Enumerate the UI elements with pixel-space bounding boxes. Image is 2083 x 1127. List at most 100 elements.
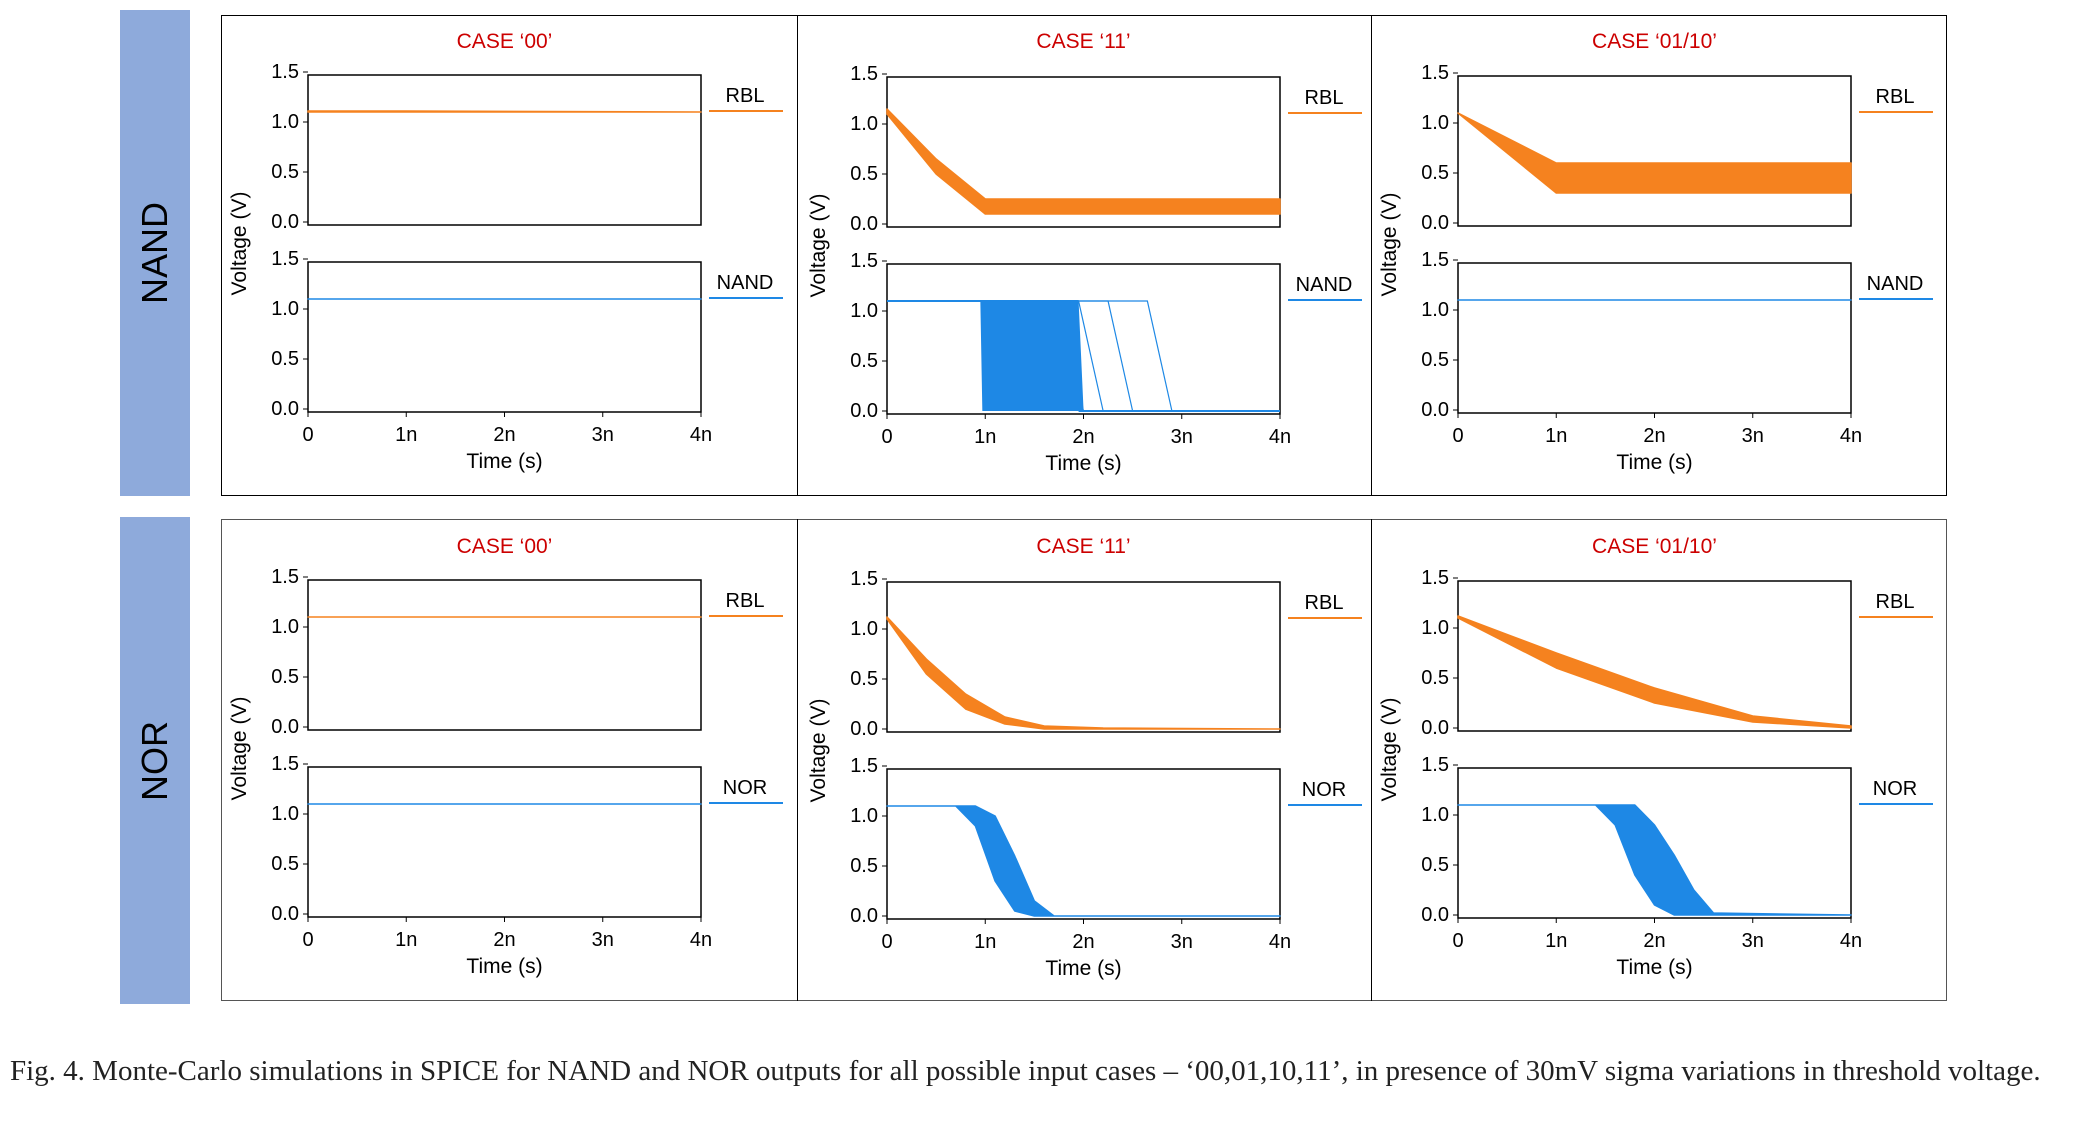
x-tick-label: 2n [1072, 931, 1094, 953]
y-tick-label: 1.5 [850, 755, 878, 777]
x-tick-label: 4n [1840, 930, 1862, 952]
case-title: CASE ‘11’ [1036, 535, 1130, 558]
y-tick-label: 0.0 [850, 400, 878, 422]
x-tick-label: 1n [974, 426, 996, 448]
nand-group-frame [221, 15, 1947, 496]
y-tick-label: 0.5 [271, 853, 299, 875]
plot-frame [886, 768, 1281, 920]
y-tick-label: 1.0 [271, 298, 299, 320]
case-chart: CASE ‘01/10’ Voltage (V) 0.0 0.5 1.0 1.5 RBL 0.… [1378, 535, 1933, 979]
y-tick-label: 0.5 [1421, 667, 1449, 689]
y-tick-label: 0.0 [1421, 904, 1449, 926]
y-tick-label: 0.5 [1421, 854, 1449, 876]
y-axis-label: Voltage (V) [228, 697, 251, 801]
row-label-nand: NAND [120, 10, 190, 496]
case-title: CASE ‘11’ [1036, 30, 1130, 53]
x-axis-label: Time (s) [466, 450, 542, 473]
y-tick-label: 1.0 [1421, 299, 1449, 321]
legend-label: RBL [1876, 86, 1915, 108]
trace-outlier [990, 300, 1173, 412]
case-chart: CASE ‘11’ Voltage (V) 0.0 0.5 1.0 1.5 RBL 0.0 0.… [807, 535, 1362, 980]
y-tick-label: 1.0 [271, 111, 299, 133]
x-tick-label: 4n [1269, 931, 1291, 953]
y-tick-label: 1.0 [850, 805, 878, 827]
plot-frame [1457, 580, 1852, 732]
legend-label: RBL [1876, 591, 1915, 613]
case-chart: CASE ‘01/10’ Voltage (V) 0.0 0.5 1.0 1.5 RBL 0.… [1378, 30, 1933, 474]
y-tick-label: 1.5 [1421, 249, 1449, 271]
y-axis-label: Voltage (V) [1378, 698, 1401, 802]
trace-envelope [887, 301, 1084, 411]
y-axis-label: Voltage (V) [228, 192, 251, 296]
x-tick-label: 3n [1742, 930, 1764, 952]
legend-label: RBL [1305, 592, 1344, 614]
y-tick-label: 1.0 [271, 803, 299, 825]
x-tick-label: 0 [1452, 425, 1463, 447]
x-tick-label: 1n [974, 931, 996, 953]
case-title: CASE ‘01/10’ [1592, 30, 1717, 53]
y-tick-label: 0.5 [850, 350, 878, 372]
x-axis-label: Time (s) [466, 955, 542, 978]
legend-label: NAND [1867, 273, 1924, 295]
row-label-nor: NOR [120, 517, 190, 1004]
y-tick-label: 1.0 [850, 113, 878, 135]
x-axis-label: Time (s) [1045, 957, 1121, 980]
case-chart: CASE ‘00’ Voltage (V) 0.0 0.5 1.0 1.5 RBL 0.0 0.… [228, 30, 783, 473]
x-tick-label: 4n [1840, 425, 1862, 447]
trace-envelope [1457, 615, 1852, 729]
y-tick-label: 0.5 [850, 163, 878, 185]
trace-envelope [886, 108, 1281, 215]
x-tick-label: 4n [690, 424, 712, 446]
nand-case-divider [797, 15, 798, 496]
y-tick-label: 1.0 [271, 616, 299, 638]
trace-envelope [1457, 804, 1852, 916]
x-tick-label: 3n [592, 929, 614, 951]
plot-frame [307, 74, 702, 226]
trace-envelope [886, 616, 1281, 730]
x-tick-label: 1n [395, 424, 417, 446]
x-tick-label: 4n [690, 929, 712, 951]
nor-case-divider [797, 519, 798, 1001]
plot-frame [886, 581, 1281, 733]
x-tick-label: 3n [1171, 931, 1193, 953]
x-tick-label: 3n [1742, 425, 1764, 447]
x-tick-label: 1n [395, 929, 417, 951]
y-tick-label: 0.0 [271, 211, 299, 233]
case-title: CASE ‘00’ [457, 30, 553, 53]
x-axis-label: Time (s) [1045, 452, 1121, 475]
legend-label: NOR [1302, 779, 1346, 801]
y-tick-label: 0.5 [1421, 349, 1449, 371]
x-tick-label: 2n [1072, 426, 1094, 448]
y-tick-label: 1.0 [1421, 112, 1449, 134]
y-tick-label: 1.5 [271, 753, 299, 775]
figure-caption: Fig. 4. Monte-Carlo simulations in SPICE… [10, 1055, 2041, 1087]
y-tick-label: 0.0 [271, 903, 299, 925]
x-tick-label: 3n [592, 424, 614, 446]
legend-label: NAND [1296, 274, 1353, 296]
y-tick-label: 0.5 [850, 855, 878, 877]
x-tick-label: 2n [1643, 425, 1665, 447]
nor-group-frame [221, 519, 1947, 1001]
legend-label: RBL [726, 590, 765, 612]
simulation-figure: CASE ‘00’ Voltage (V) 0.0 0.5 1.0 1.5 RBL 0.0 0.… [228, 30, 1933, 980]
trace-envelope [886, 805, 1281, 917]
y-tick-label: 1.0 [1421, 804, 1449, 826]
y-tick-label: 1.0 [1421, 617, 1449, 639]
x-tick-label: 0 [881, 426, 892, 448]
nand-case-divider [1371, 15, 1372, 496]
y-tick-label: 1.5 [1421, 754, 1449, 776]
y-axis-label: Voltage (V) [807, 194, 830, 298]
legend-label: NOR [1873, 778, 1917, 800]
x-tick-label: 0 [302, 929, 313, 951]
y-tick-label: 1.0 [850, 300, 878, 322]
plot-frame [307, 579, 702, 731]
x-tick-label: 2n [1643, 930, 1665, 952]
y-tick-label: 1.5 [1421, 567, 1449, 589]
x-tick-label: 0 [881, 931, 892, 953]
legend-label: RBL [1305, 87, 1344, 109]
y-tick-label: 0.0 [850, 718, 878, 740]
y-tick-label: 1.5 [271, 248, 299, 270]
y-tick-label: 1.5 [850, 568, 878, 590]
y-tick-label: 1.5 [271, 61, 299, 83]
x-tick-label: 4n [1269, 426, 1291, 448]
